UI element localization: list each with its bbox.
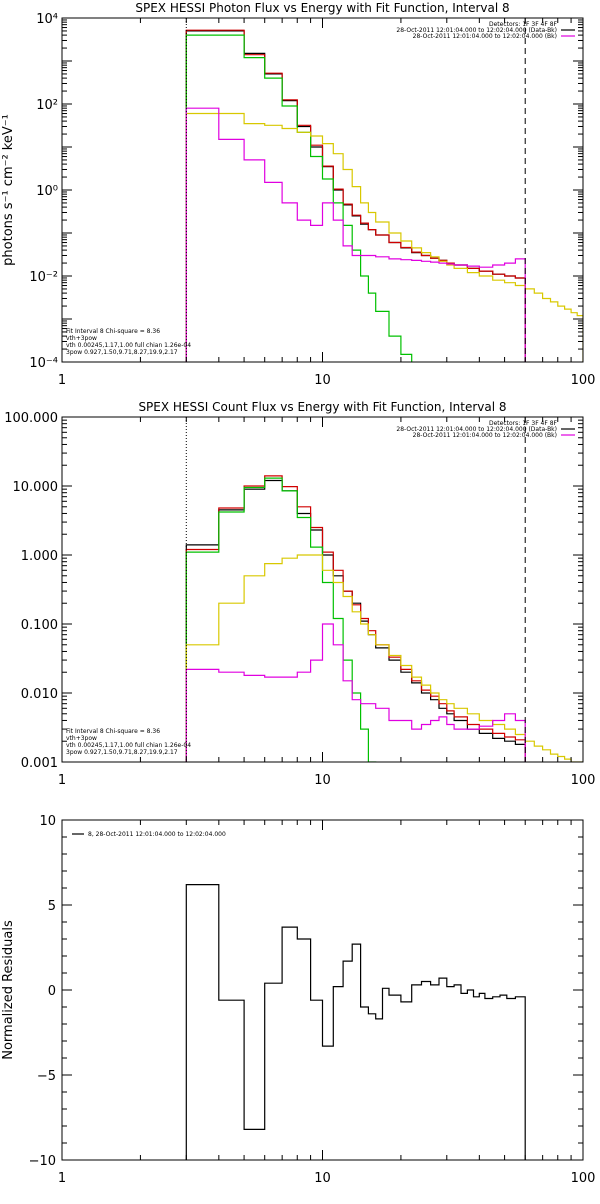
chart-title: SPEX HESSI Photon Flux vs Energy with Fi…	[135, 1, 509, 15]
y-tick-label: 0.001	[21, 756, 58, 771]
series-line-bk	[185, 623, 526, 762]
y-axis-label: Normalized Residuals	[1, 920, 16, 1060]
x-tick-label: 10	[314, 373, 331, 388]
residual-legend-entry: 8, 28-Oct-2011 12:01:04.000 to 12:02:04.…	[88, 831, 226, 838]
plot-frame	[61, 819, 584, 1161]
legend-entry: 28-Oct-2011 12:01:04.000 to 12:02:04.000…	[396, 426, 557, 433]
series-line-data-bk	[185, 30, 526, 362]
fit-legend-entry: vth 0.00245,1.17,1.00 full chian 1.26e-0…	[66, 742, 191, 749]
chart-panel-1: SPEX HESSI Photon Flux vs Energy with Fi…	[1, 1, 595, 388]
y-tick-label: 5	[48, 899, 56, 914]
x-tick-label: 10	[314, 773, 331, 788]
y-tick-label: 100.000	[4, 411, 58, 426]
x-tick-label: 10	[314, 1171, 331, 1186]
legend-entry: Detectors: 1F 3F 4F 8F	[489, 21, 558, 28]
fit-legend-entry: 3pow 0.927,1.50,9.71,8.27,19.9,2.17	[66, 749, 178, 756]
y-tick-label: −5	[37, 1069, 56, 1084]
fit-legend-entry: vth+3pow	[66, 335, 97, 342]
y-tick-label: 0.100	[21, 618, 58, 633]
y-tick-label: 0	[48, 984, 56, 999]
legend-entry: 28-Oct-2011 12:01:04.000 to 12:02:04.000…	[396, 27, 557, 34]
y-tick-label: 10⁰	[36, 184, 58, 199]
legend-entry: 28-Oct-2011 12:01:04.000 to 12:02:04.000…	[413, 33, 557, 40]
y-tick-label: 10⁻²	[29, 270, 58, 285]
x-tick-label: 100	[571, 1171, 596, 1186]
x-tick-label: 100	[571, 373, 596, 388]
fit-legend-entry: Fit Interval 8 Chi-square = 8.36	[66, 728, 160, 735]
chart-title: SPEX HESSI Count Flux vs Energy with Fit…	[138, 400, 506, 414]
fit-legend-entry: Fit Interval 8 Chi-square = 8.36	[66, 328, 160, 335]
series-line-bk	[185, 107, 526, 362]
y-tick-label: 0.010	[21, 687, 58, 702]
series-line-vth	[185, 34, 413, 362]
y-tick-label: 10²	[36, 98, 58, 113]
y-tick-label: 10	[39, 814, 56, 829]
y-tick-label: 10⁻⁴	[29, 356, 58, 371]
fit-legend-entry: 3pow 0.927,1.50,9.71,8.27,19.9,2.17	[66, 349, 178, 356]
legend-entry: Detectors: 1F 3F 4F 8F	[489, 420, 558, 427]
series-line-3pow	[185, 112, 583, 362]
plot-frame	[61, 416, 584, 763]
series-line-3pow	[185, 554, 583, 762]
fit-legend-entry: vth+3pow	[66, 735, 97, 742]
series-line-vth	[185, 477, 377, 762]
series-line-vth-3pow	[185, 29, 526, 362]
x-tick-label: 1	[58, 1171, 66, 1186]
series-group	[185, 884, 526, 1160]
series-group	[185, 29, 583, 362]
series-line-residuals	[185, 884, 526, 1160]
x-tick-label: 1	[58, 373, 66, 388]
x-tick-label: 1	[58, 773, 66, 788]
fit-legend-entry: vth 0.00245,1.17,1.00 full chian 1.26e-0…	[66, 342, 191, 349]
y-tick-label: 1.000	[21, 549, 58, 564]
plot-frame	[61, 17, 584, 363]
chart-panel-3: 1 10 100 −10 −5 0 5 10 Normalized Residuals 8, 28…	[1, 814, 595, 1186]
x-tick-label: 100	[571, 773, 596, 788]
y-axis-label: photons s⁻¹ cm⁻² keV⁻¹	[1, 114, 16, 266]
series-line-vth-3pow	[185, 475, 526, 762]
y-tick-label: 10⁴	[36, 12, 58, 27]
legend-entry: 28-Oct-2011 12:01:04.000 to 12:02:04.000…	[413, 432, 557, 439]
y-tick-label: −10	[29, 1154, 56, 1169]
chart-panel-2: SPEX HESSI Count Flux vs Energy with Fit…	[4, 400, 595, 788]
series-group	[185, 475, 583, 762]
y-tick-label: 10.000	[13, 480, 59, 495]
